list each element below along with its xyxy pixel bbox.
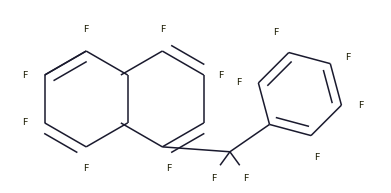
Text: F: F [160, 25, 165, 34]
Text: F: F [236, 78, 241, 87]
Text: F: F [274, 28, 279, 36]
Text: F: F [314, 153, 320, 162]
Text: F: F [243, 174, 249, 183]
Text: F: F [345, 53, 350, 62]
Text: F: F [84, 164, 89, 173]
Text: F: F [166, 164, 171, 173]
Text: F: F [359, 101, 364, 110]
Text: F: F [211, 174, 217, 183]
Text: F: F [219, 70, 224, 80]
Text: F: F [84, 25, 89, 34]
Text: F: F [22, 119, 27, 127]
Text: F: F [22, 70, 27, 80]
